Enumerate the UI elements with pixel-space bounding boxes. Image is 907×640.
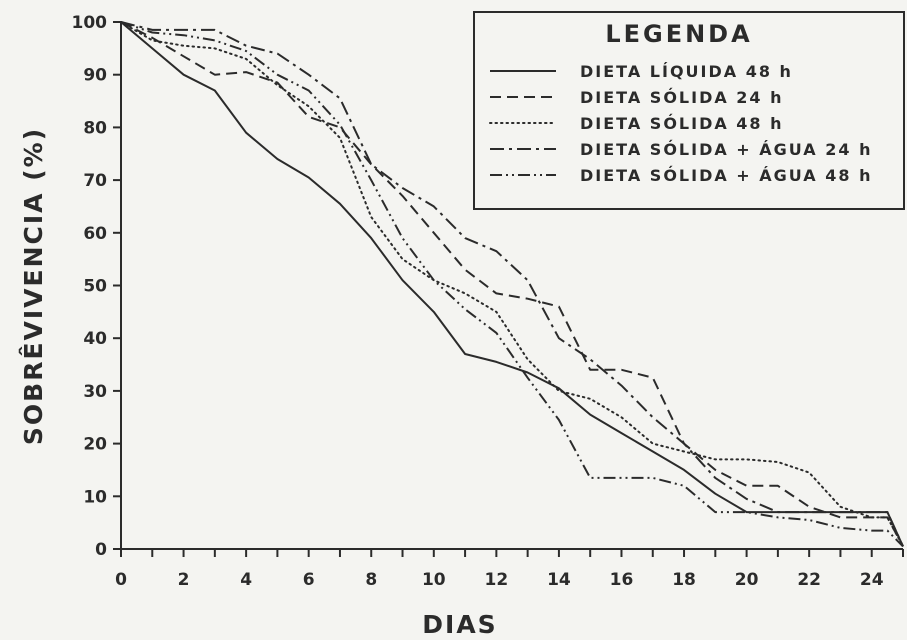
legend-items: DIETA LÍQUIDA 48 h DIETA SÓLIDA 24 h DIETA… (489, 62, 872, 185)
series-line-1 (120, 21, 904, 547)
legend-label: DIETA SÓLIDA + ÁGUA 48 h (580, 166, 872, 185)
x-tick-label: 4 (240, 570, 252, 590)
legend-label: DIETA SÓLIDA 48 h (580, 114, 784, 133)
y-tick-label: 40 (83, 329, 107, 349)
x-tick-label: 10 (422, 570, 446, 590)
x-axis-title: DIAS (422, 610, 497, 639)
x-tick-label: 0 (115, 570, 127, 590)
legend-label: DIETA LÍQUIDA 48 h (580, 62, 793, 81)
y-tick-label: 60 (83, 224, 107, 244)
y-tick-label: 20 (83, 435, 107, 455)
y-tick-label: 80 (83, 118, 107, 138)
legend-label: DIETA SÓLIDA + ÁGUA 24 h (580, 140, 872, 159)
series-lines (120, 21, 904, 548)
x-axis-ticks: 0 2 4 6 8 10 12 14 16 18 20 22 24 (115, 549, 904, 590)
y-tick-label: 10 (83, 487, 107, 507)
x-tick-label: 18 (672, 570, 696, 590)
x-tick-label: 20 (735, 570, 759, 590)
legend-label: DIETA SÓLIDA 24 h (580, 88, 784, 107)
legend-title: LEGENDA (605, 20, 752, 48)
y-tick-label: 0 (95, 540, 107, 560)
series-line-5 (120, 21, 904, 548)
legend: LEGENDA DIETA LÍQUIDA 48 h DIETA SÓLIDA 2… (473, 11, 905, 210)
series-line-3 (120, 21, 904, 548)
y-tick-label: 30 (83, 382, 107, 402)
x-tick-label: 2 (178, 570, 190, 590)
plot-area: 0 2 4 6 8 10 12 14 16 18 20 22 24 010203040506070809… (72, 13, 904, 590)
series-line-4 (120, 21, 904, 547)
x-tick-label: 22 (797, 570, 821, 590)
x-tick-label: 12 (485, 570, 509, 590)
y-axis-ticks: 0 10 20 30 40 50 60 70 80 90 100 (72, 13, 121, 560)
x-tick-label: 16 (610, 570, 634, 590)
series-line-2 (120, 21, 904, 547)
y-tick-label: 100 (72, 13, 108, 33)
y-tick-label: 90 (83, 66, 107, 86)
y-tick-label: 70 (83, 171, 107, 191)
x-tick-label: 8 (365, 570, 377, 590)
x-tick-label: 14 (547, 570, 571, 590)
x-tick-label: 24 (860, 570, 884, 590)
y-tick-label: 50 (83, 277, 107, 297)
legend-box (473, 11, 905, 210)
y-axis-title: SOBRÊVIVENCIA (%) (19, 127, 48, 445)
x-tick-label: 6 (303, 570, 315, 590)
